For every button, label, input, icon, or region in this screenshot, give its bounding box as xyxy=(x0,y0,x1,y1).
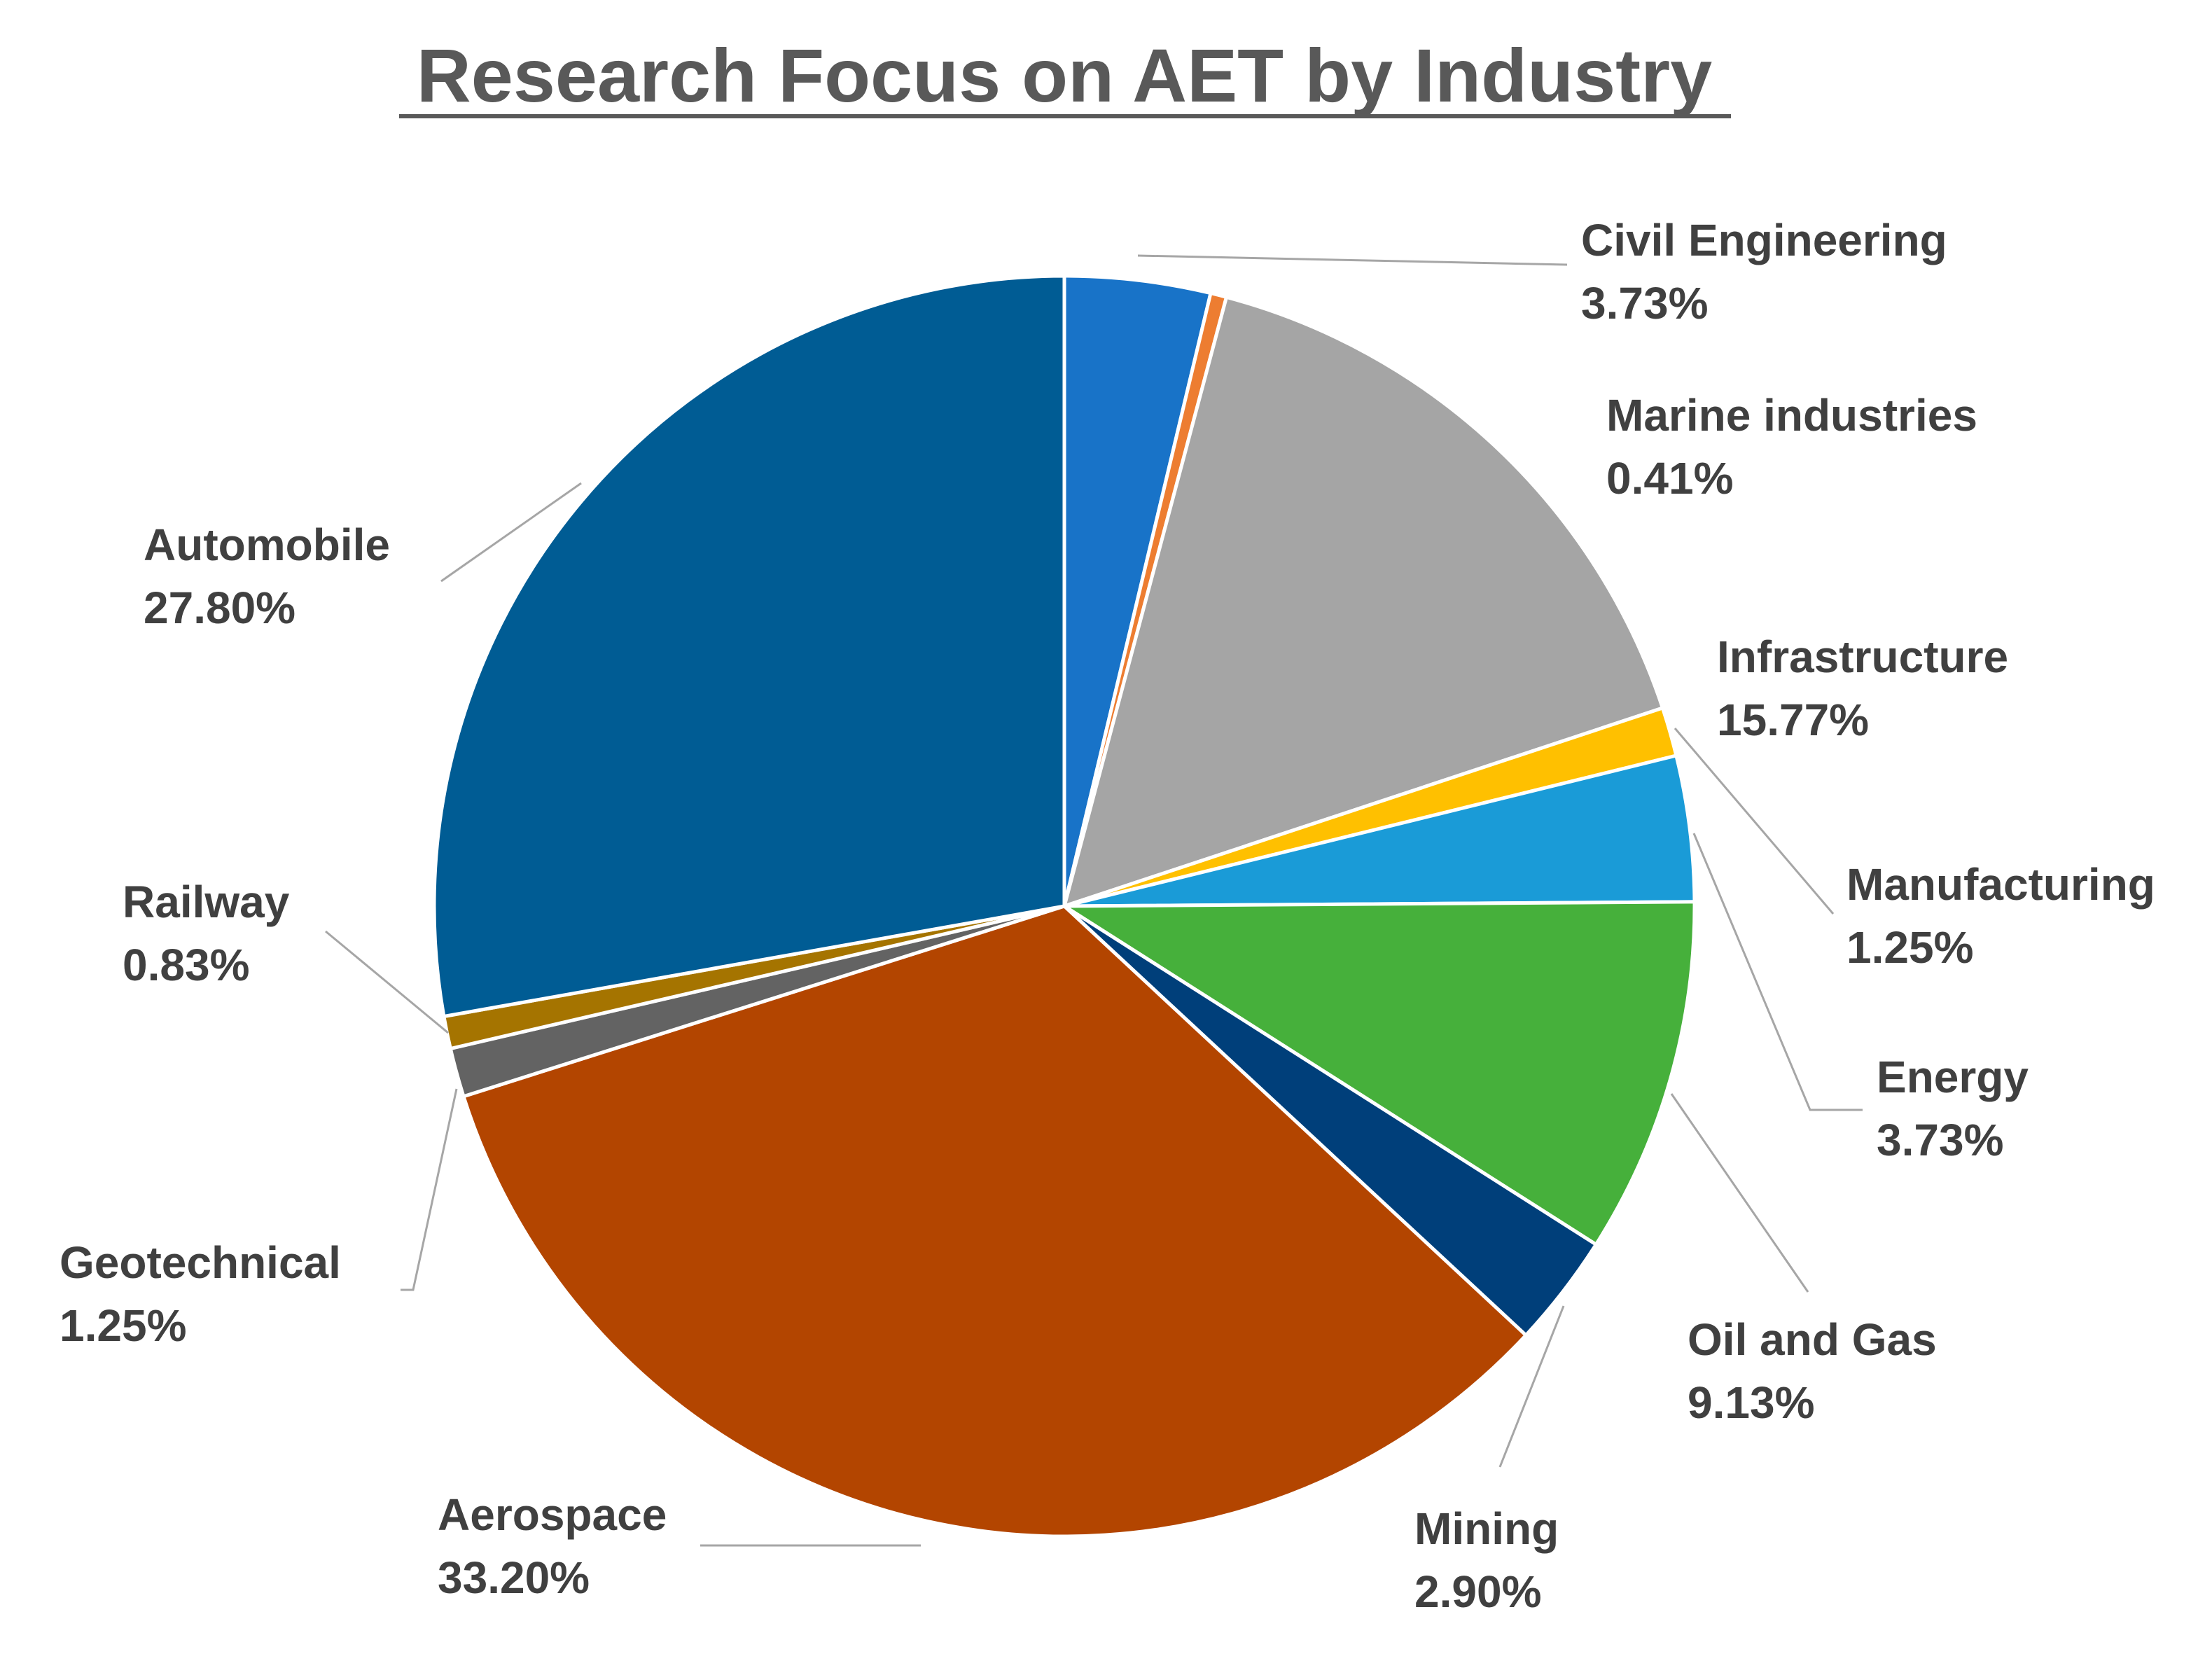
data-label-category: Marine industries xyxy=(1606,390,1977,440)
data-label-value: 1.25% xyxy=(1846,922,1973,973)
data-label-category: Railway xyxy=(123,877,290,927)
leader-line xyxy=(1498,1305,1565,1468)
data-label-category: Automobile xyxy=(144,520,390,570)
data-label-value: 3.73% xyxy=(1581,278,1708,328)
data-label-value: 2.90% xyxy=(1414,1566,1541,1617)
data-label-value: 0.83% xyxy=(123,940,249,990)
pie-slices xyxy=(432,274,1697,1538)
leader-line xyxy=(440,482,582,583)
data-label-value: 1.25% xyxy=(60,1300,186,1351)
data-label-category: Infrastructure xyxy=(1717,632,2008,682)
pie-slice-energy xyxy=(1064,753,1697,908)
pie-slice-infrastructure xyxy=(1062,295,1665,909)
data-label-value: 3.73% xyxy=(1877,1115,2003,1165)
pie-slice-oil-and-gas xyxy=(1058,900,1697,1247)
data-label-category: Manufacturing xyxy=(1846,859,2155,910)
data-label-category: Energy xyxy=(1877,1052,2029,1102)
leader-line xyxy=(1674,728,1835,915)
leader-lines xyxy=(325,254,1863,1547)
chart-title: Research Focus on AET by Industry xyxy=(417,33,1712,118)
data-label-category: Aerospace xyxy=(438,1489,667,1540)
leader-line xyxy=(325,930,449,1034)
leader-line xyxy=(1692,833,1863,1111)
data-label-category: Mining xyxy=(1414,1503,1559,1554)
data-label-value: 15.77% xyxy=(1717,695,1869,745)
data-label-category: Geotechnical xyxy=(60,1237,341,1288)
leader-line xyxy=(1137,254,1568,266)
data-label-value: 27.80% xyxy=(144,583,295,633)
data-label-value: 33.20% xyxy=(438,1552,590,1603)
leader-line xyxy=(1670,1093,1809,1293)
data-label-value: 0.41% xyxy=(1606,453,1733,503)
data-label-value: 9.13% xyxy=(1688,1377,1814,1428)
data-label-category: Oil and Gas xyxy=(1688,1314,1937,1365)
data-labels: Civil Engineering 3.73% Marine industries 0… xyxy=(60,215,2155,1617)
pie-slice-aerospace xyxy=(461,904,1529,1538)
leader-line xyxy=(401,1088,458,1291)
pie-slice-automobile xyxy=(432,274,1066,1019)
data-label-category: Civil Engineering xyxy=(1581,215,1947,265)
